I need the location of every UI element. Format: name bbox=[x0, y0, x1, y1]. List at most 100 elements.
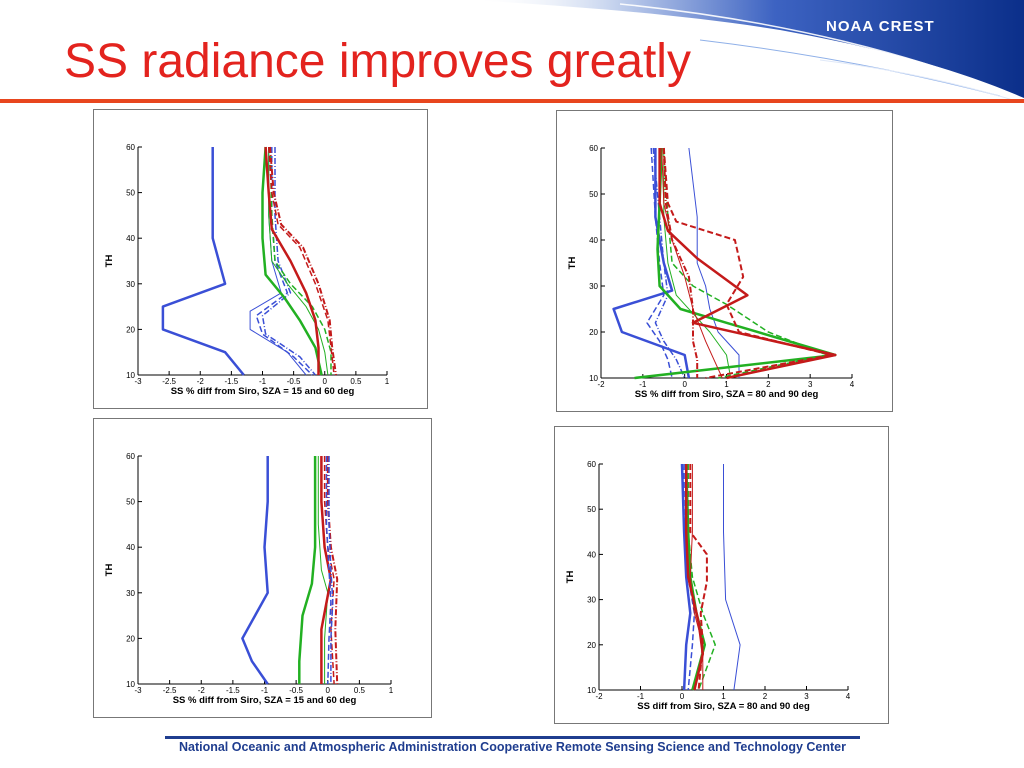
plot-area bbox=[612, 147, 837, 380]
y-tick-label: 10 bbox=[126, 371, 135, 380]
series-line-7 bbox=[325, 456, 332, 685]
x-tick-label: 2 bbox=[763, 692, 768, 701]
chart-top-right: 10 20 30 40 50 60 -2 -1 0 1 2 3 4 SS % diff from Siro… bbox=[567, 144, 855, 400]
series-line-8 bbox=[328, 456, 334, 684]
x-tick-label: -3 bbox=[134, 686, 142, 695]
series-line-1 bbox=[612, 148, 691, 379]
series-line-7 bbox=[663, 147, 828, 379]
plot-area bbox=[161, 146, 337, 376]
x-tick-label: -1 bbox=[637, 692, 645, 701]
header-banner bbox=[0, 0, 1024, 103]
chart-panel-bottom-left: 10 20 30 40 50 60 -3 -2.5 -2 -1.5 -1 -0.5 0 0.5 1 SS % … bbox=[93, 418, 432, 718]
y-tick-label: 60 bbox=[589, 144, 598, 153]
x-tick-label: -1 bbox=[259, 377, 267, 386]
x-tick-label: -1 bbox=[639, 380, 647, 389]
y-tick-label: 60 bbox=[126, 143, 135, 152]
series-line-6 bbox=[663, 148, 732, 379]
y-tick-label: 20 bbox=[589, 328, 598, 337]
series-line-8 bbox=[689, 464, 704, 690]
plot-area bbox=[680, 463, 741, 691]
chart-top-left: 10 20 30 40 50 60 -3 -2.5 -2 -1.5 -1 -0.5 0 0.5 1 SS % … bbox=[104, 143, 390, 397]
x-tick-label: 0 bbox=[326, 686, 331, 695]
x-tick-label: 1 bbox=[724, 380, 729, 389]
y-tick-label: 40 bbox=[126, 234, 135, 243]
series-line-5 bbox=[323, 456, 335, 685]
series-line-5 bbox=[687, 464, 716, 691]
plot-area bbox=[241, 456, 339, 685]
y-axis-label: TH bbox=[104, 564, 115, 577]
series-line-3 bbox=[646, 147, 673, 379]
slide-title: SS radiance improves greatly bbox=[64, 35, 691, 88]
y-tick-label: 60 bbox=[126, 452, 135, 461]
x-tick-label: -2 bbox=[595, 692, 603, 701]
x-tick-label: 1 bbox=[389, 686, 394, 695]
y-tick-label: 60 bbox=[587, 460, 596, 469]
y-tick-label: 40 bbox=[126, 543, 135, 552]
x-tick-label: 4 bbox=[850, 380, 855, 389]
x-axis-label: SS % diff from Siro, SZA = 15 and 60 deg bbox=[173, 695, 357, 706]
y-tick-label: 50 bbox=[126, 189, 135, 198]
chart-panel-bottom-right: 10 20 30 40 50 60 -2 -1 0 1 2 3 4 SS diff from Siro, … bbox=[554, 426, 889, 724]
y-tick-label: 30 bbox=[589, 282, 598, 291]
y-axis-label: TH bbox=[565, 571, 576, 584]
series-line-2 bbox=[298, 456, 317, 684]
y-tick-label: 20 bbox=[126, 325, 135, 334]
chart-bottom-right: 10 20 30 40 50 60 -2 -1 0 1 2 3 4 SS diff from Siro, … bbox=[565, 460, 851, 712]
x-tick-label: -2 bbox=[198, 686, 206, 695]
x-tick-label: 1 bbox=[385, 377, 390, 386]
series-line-7 bbox=[689, 464, 708, 691]
series-line-11 bbox=[662, 147, 699, 378]
y-tick-label: 10 bbox=[126, 680, 135, 689]
series-line-10 bbox=[661, 147, 723, 379]
series-line-9 bbox=[267, 146, 335, 376]
series-line-4 bbox=[652, 147, 686, 379]
x-tick-label: -2.5 bbox=[162, 377, 176, 386]
x-tick-label: -1 bbox=[261, 686, 269, 695]
x-tick-label: 4 bbox=[846, 692, 851, 701]
y-tick-label: 30 bbox=[126, 589, 135, 598]
y-tick-label: 40 bbox=[589, 236, 598, 245]
footer-rule bbox=[165, 736, 860, 739]
x-tick-label: -0.5 bbox=[289, 686, 303, 695]
y-axis-label: TH bbox=[567, 257, 578, 270]
series-line-1 bbox=[161, 147, 245, 376]
x-tick-label: -1.5 bbox=[224, 377, 238, 386]
x-tick-label: -2.5 bbox=[163, 686, 177, 695]
y-tick-label: 20 bbox=[126, 634, 135, 643]
y-tick-label: 20 bbox=[587, 641, 596, 650]
series-line-10 bbox=[269, 146, 337, 376]
x-tick-label: 0 bbox=[323, 377, 328, 386]
series-line-1 bbox=[241, 456, 269, 685]
x-tick-label: 1 bbox=[721, 692, 726, 701]
x-tick-label: -0.5 bbox=[287, 377, 301, 386]
x-tick-label: 0 bbox=[680, 692, 685, 701]
y-tick-label: 50 bbox=[587, 505, 596, 514]
y-tick-label: 10 bbox=[589, 374, 598, 383]
noaa-crest-logo: NOAA CREST bbox=[826, 18, 935, 35]
x-tick-label: 2 bbox=[766, 380, 771, 389]
series-line-8 bbox=[658, 148, 837, 380]
y-tick-label: 50 bbox=[126, 498, 135, 507]
series-line-4 bbox=[320, 456, 333, 684]
y-tick-label: 50 bbox=[589, 190, 598, 199]
series-line-4 bbox=[261, 147, 316, 376]
y-tick-label: 40 bbox=[587, 550, 596, 559]
series-line-6 bbox=[326, 456, 339, 685]
x-tick-label: 0 bbox=[682, 380, 687, 389]
chart-panel-top-left: 10 20 30 40 50 60 -3 -2.5 -2 -1.5 -1 -0.5 0 0.5 1 SS % … bbox=[93, 109, 428, 409]
y-axis-label: TH bbox=[104, 255, 115, 268]
chart-bottom-left: 10 20 30 40 50 60 -3 -2.5 -2 -1.5 -1 -0.5 0 0.5 1 SS % … bbox=[104, 452, 394, 706]
series-line-2 bbox=[688, 147, 740, 378]
x-tick-label: -3 bbox=[134, 377, 142, 386]
x-axis-label: SS % diff from Siro, SZA = 80 and 90 deg bbox=[635, 389, 819, 400]
x-tick-label: -2 bbox=[597, 380, 605, 389]
series-line-5 bbox=[261, 146, 323, 376]
y-tick-label: 30 bbox=[126, 280, 135, 289]
y-tick-label: 10 bbox=[587, 686, 596, 695]
series-line-6 bbox=[268, 147, 329, 376]
series-line-3 bbox=[317, 456, 329, 684]
x-tick-label: -2 bbox=[197, 377, 205, 386]
x-tick-label: 0.5 bbox=[350, 377, 362, 386]
x-axis-label: SS diff from Siro, SZA = 80 and 90 deg bbox=[637, 701, 810, 712]
x-tick-label: -1.5 bbox=[226, 686, 240, 695]
